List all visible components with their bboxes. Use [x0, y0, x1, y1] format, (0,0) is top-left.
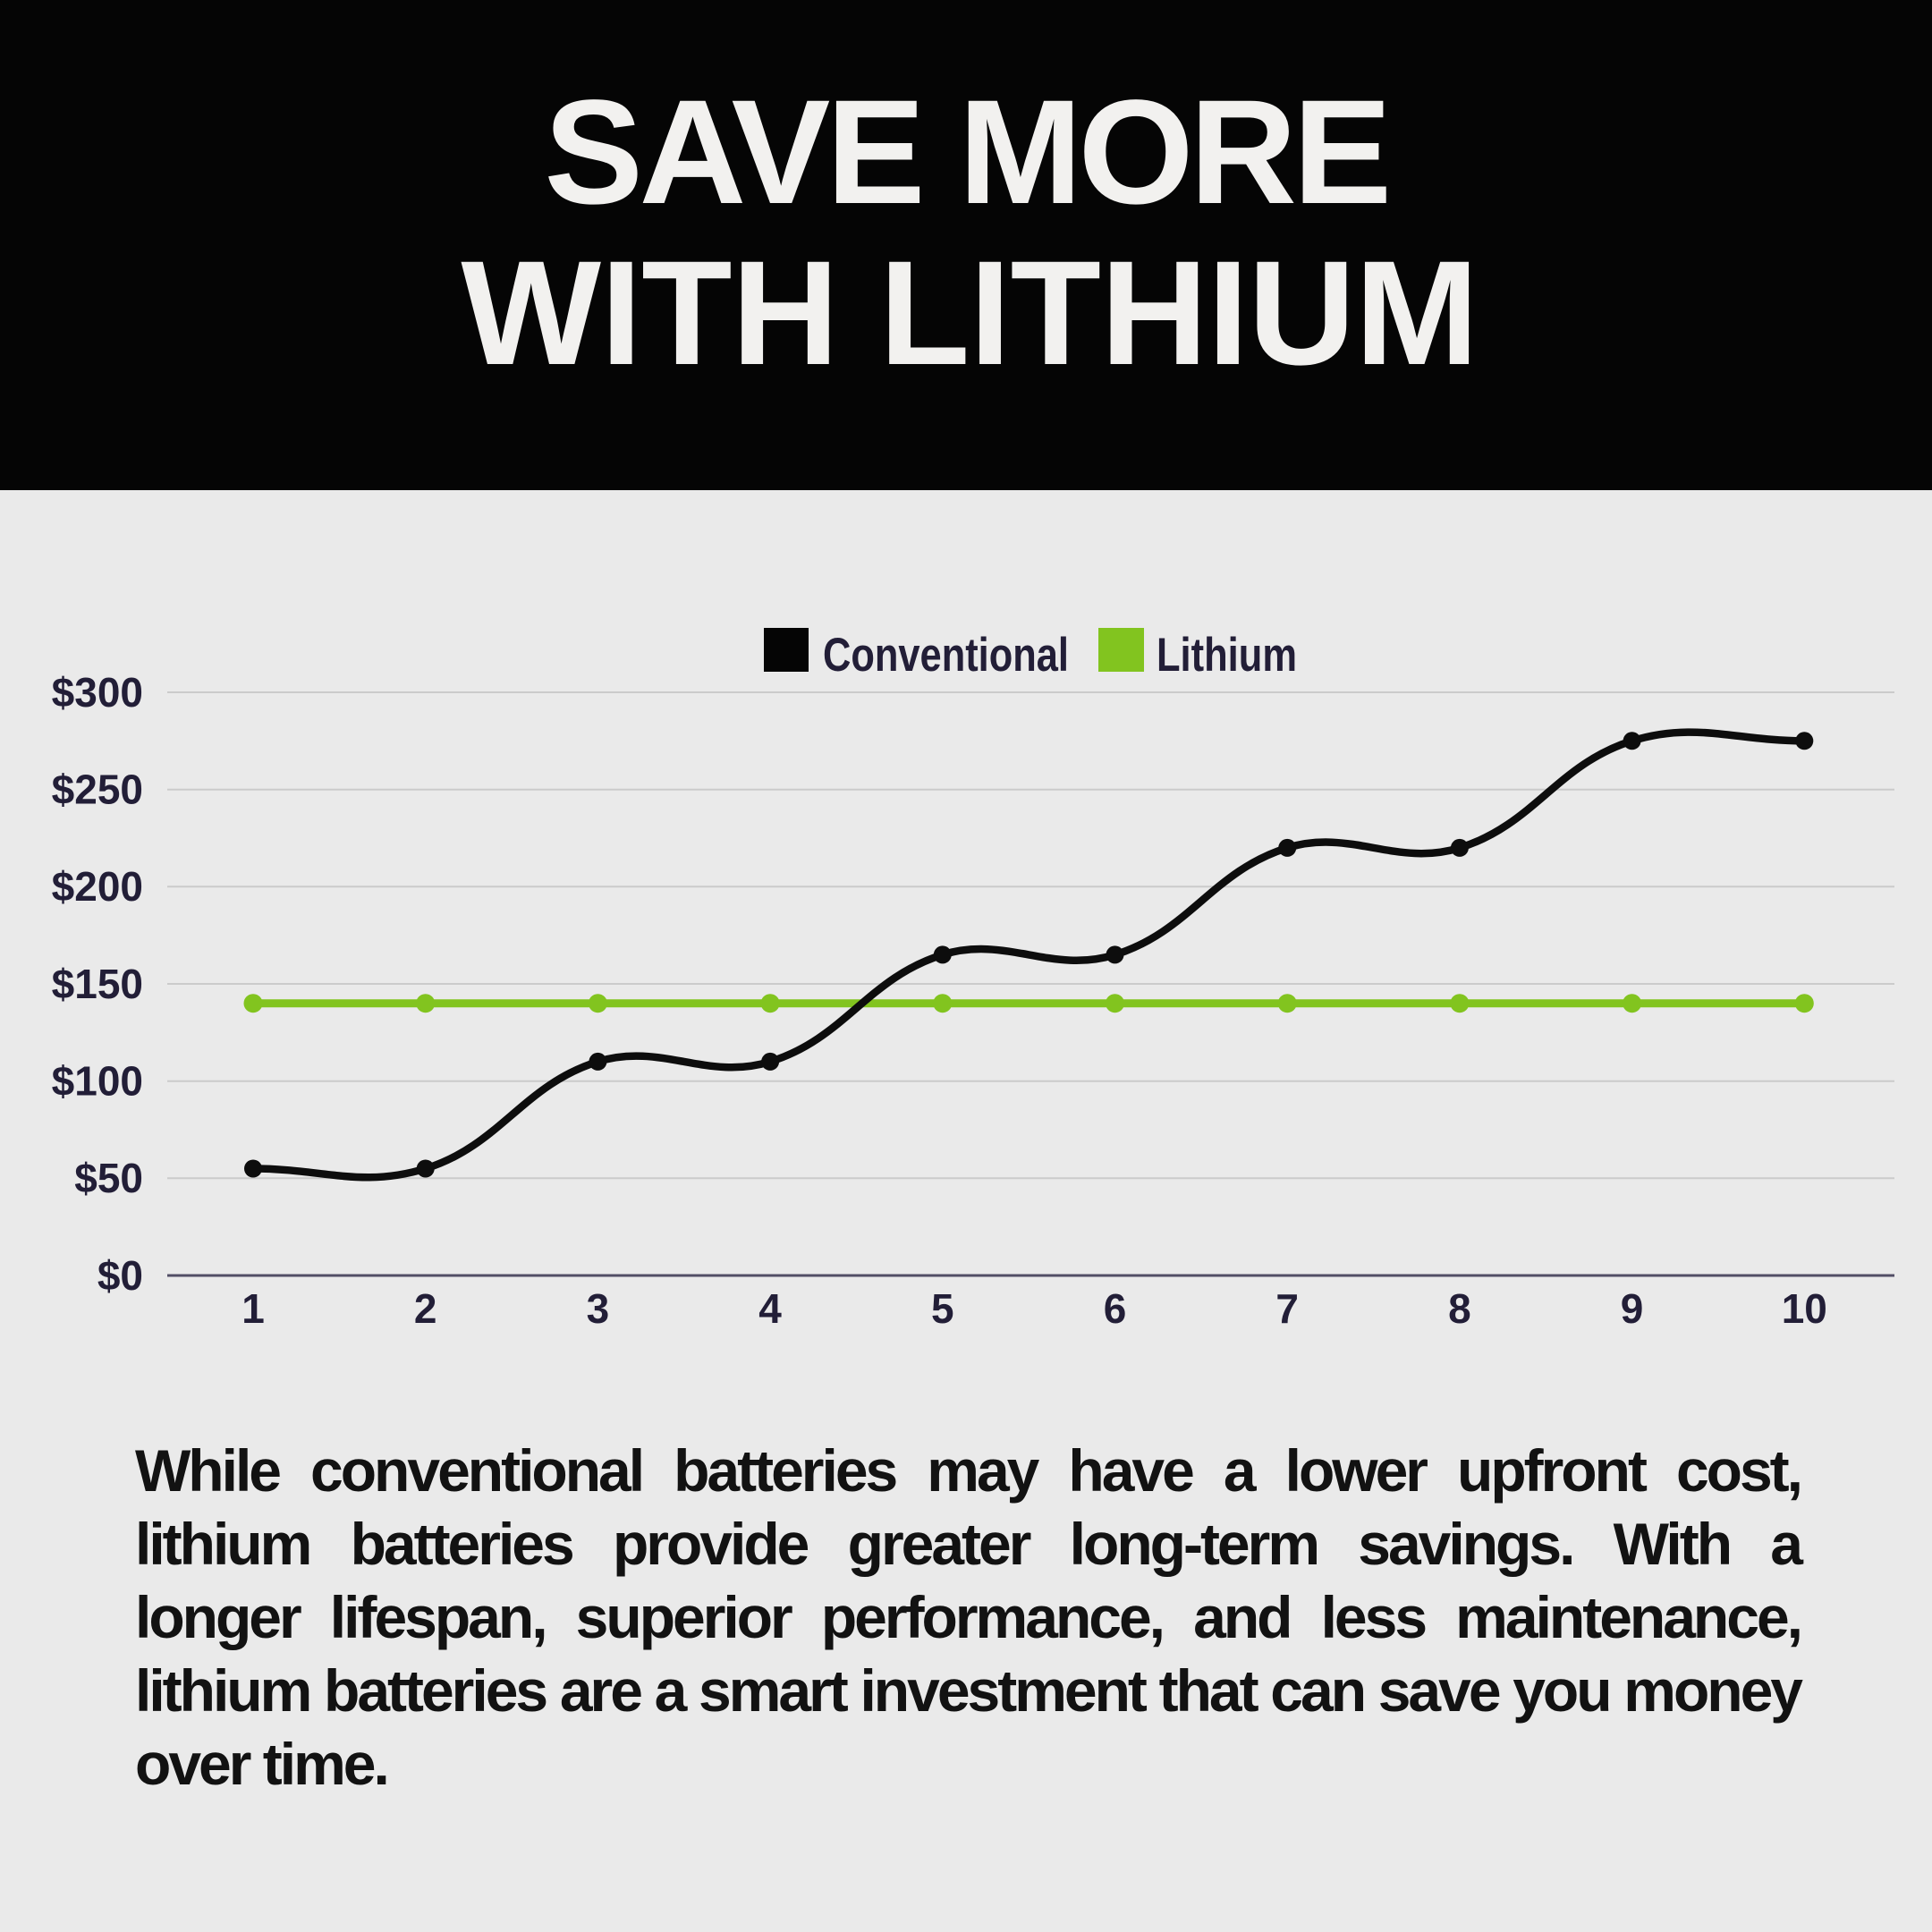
svg-text:1: 1	[242, 1285, 265, 1332]
svg-text:$200: $200	[52, 863, 143, 910]
svg-text:Lithium: Lithium	[1157, 629, 1297, 682]
svg-text:7: 7	[1275, 1285, 1299, 1332]
svg-text:$150: $150	[52, 961, 143, 1007]
svg-text:$100: $100	[52, 1058, 143, 1105]
svg-text:$250: $250	[52, 767, 143, 813]
svg-text:6: 6	[1104, 1285, 1127, 1332]
svg-text:10: 10	[1782, 1285, 1827, 1332]
svg-text:$300: $300	[52, 669, 143, 716]
svg-text:2: 2	[414, 1285, 437, 1332]
svg-text:$0: $0	[97, 1252, 143, 1299]
svg-text:8: 8	[1448, 1285, 1471, 1332]
svg-text:Conventional: Conventional	[823, 629, 1069, 682]
svg-text:5: 5	[931, 1285, 954, 1332]
svg-text:9: 9	[1621, 1285, 1644, 1332]
svg-text:$50: $50	[74, 1155, 143, 1201]
svg-text:3: 3	[587, 1285, 610, 1332]
svg-text:4: 4	[758, 1285, 782, 1332]
